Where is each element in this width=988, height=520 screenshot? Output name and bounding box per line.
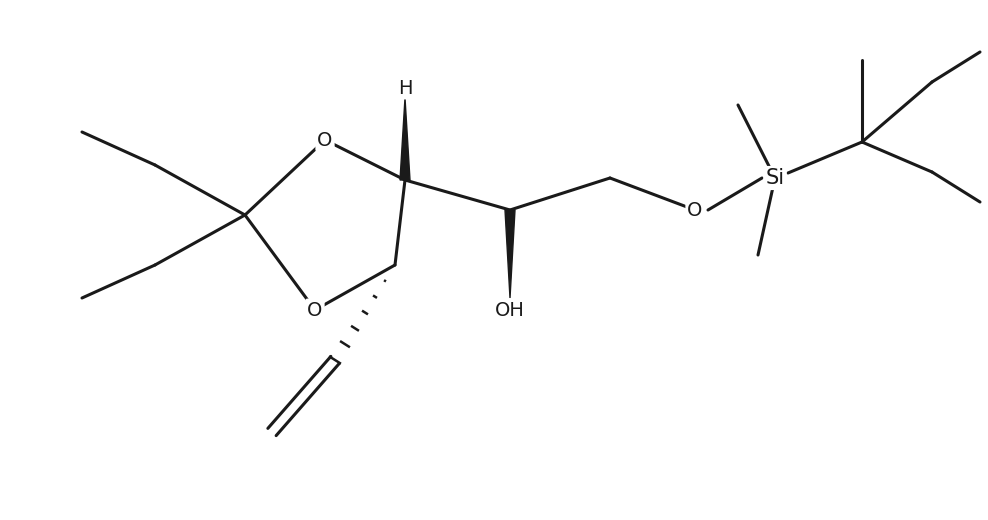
Text: O: O [307,301,323,319]
Text: OH: OH [495,301,525,319]
Polygon shape [400,98,410,180]
Text: Si: Si [766,168,784,188]
Text: H: H [398,79,412,98]
Text: O: O [688,201,702,219]
Text: O: O [317,131,333,150]
Polygon shape [505,210,515,298]
